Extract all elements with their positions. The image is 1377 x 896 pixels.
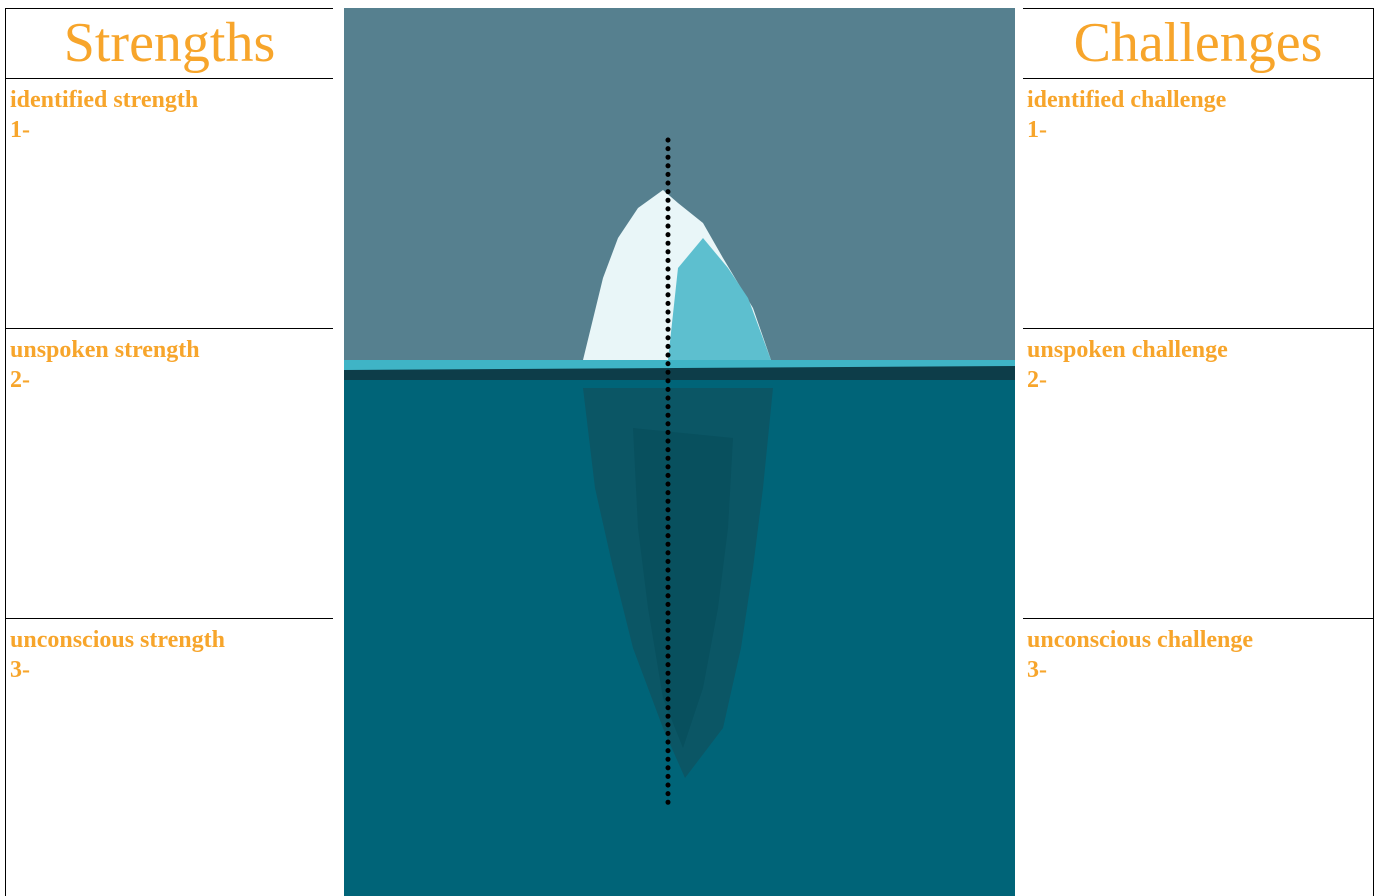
row-label: identified challenge bbox=[1027, 85, 1373, 115]
strengths-header: Strengths bbox=[5, 8, 334, 79]
iceberg-image bbox=[333, 8, 1023, 896]
row-label: unspoken strength bbox=[10, 335, 333, 365]
row-item: 3- bbox=[10, 655, 333, 685]
challenges-header: Challenges bbox=[1022, 8, 1374, 79]
row-label: identified strength bbox=[10, 85, 333, 115]
row-label: unconscious challenge bbox=[1027, 625, 1373, 655]
left-row: unspoken strength 2- bbox=[5, 328, 334, 619]
right-row: unspoken challenge 2- bbox=[1022, 328, 1374, 619]
right-row: identified challenge 1- bbox=[1022, 78, 1374, 329]
row-item: 1- bbox=[10, 115, 333, 145]
row-item: 1- bbox=[1027, 115, 1373, 145]
row-item: 2- bbox=[1027, 365, 1373, 395]
left-row: unconscious strength 3- bbox=[5, 618, 334, 896]
right-row: unconscious challenge 3- bbox=[1022, 618, 1374, 896]
page: Strengths Challenges identified strength… bbox=[0, 0, 1377, 896]
row-label: unconscious strength bbox=[10, 625, 333, 655]
row-item: 2- bbox=[10, 365, 333, 395]
left-row: identified strength 1- bbox=[5, 78, 334, 329]
row-item: 3- bbox=[1027, 655, 1373, 685]
row-label: unspoken challenge bbox=[1027, 335, 1373, 365]
